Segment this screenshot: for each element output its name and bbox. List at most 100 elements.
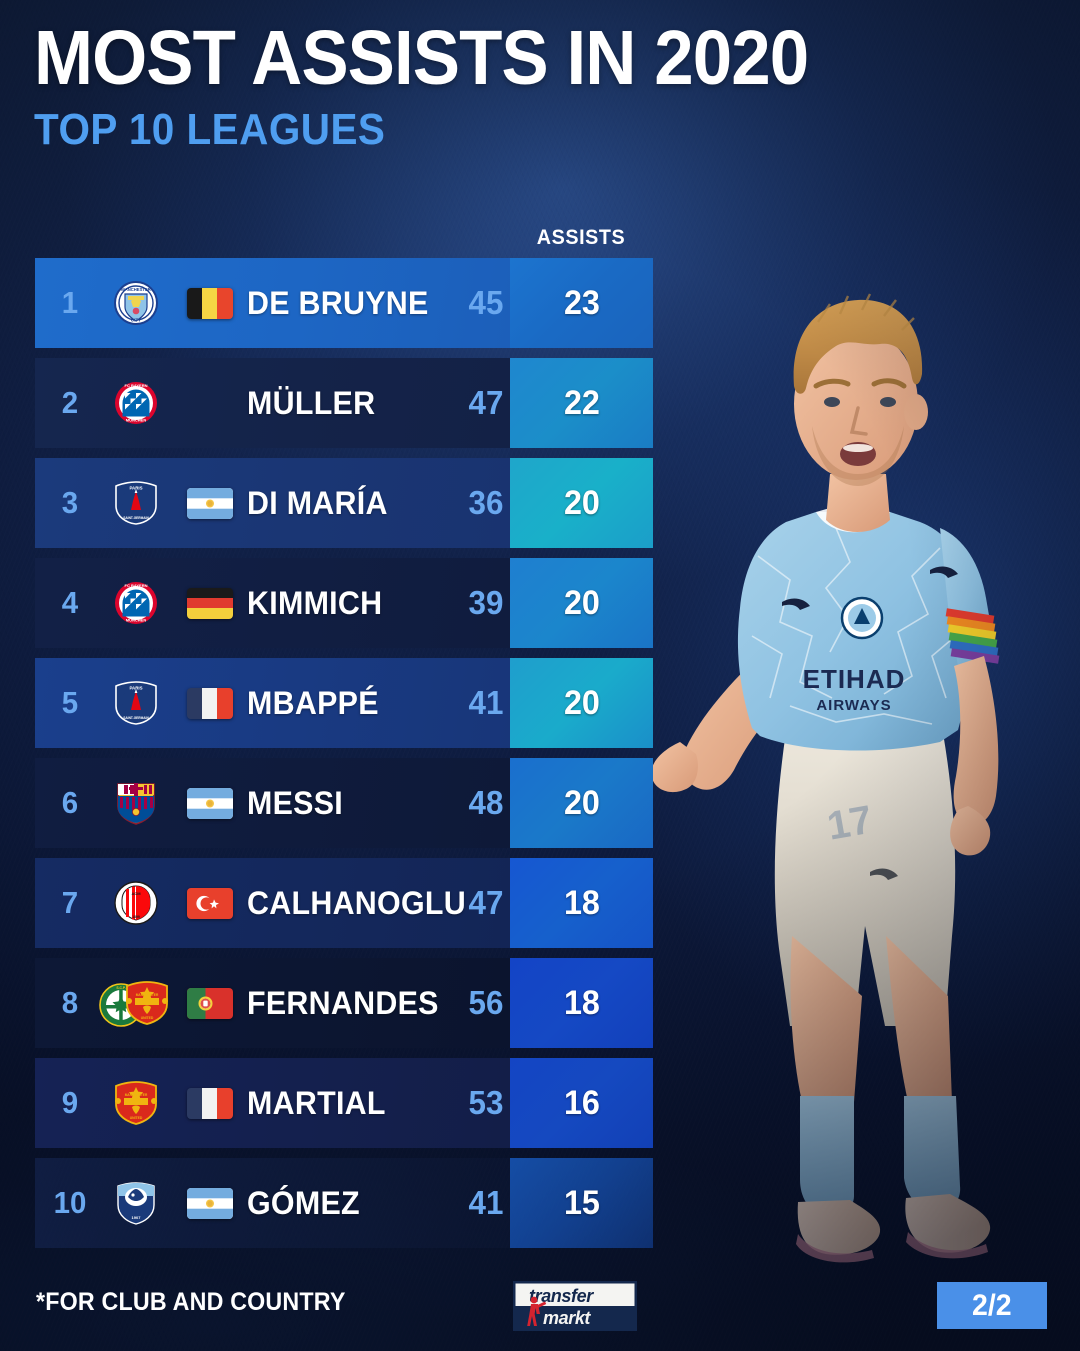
assists-cell: 20: [510, 558, 653, 648]
country-flag-slot: [183, 658, 237, 748]
bayern-munich-crest: FC BAYERN MÜNCHEN: [114, 581, 158, 625]
country-flag-slot: [183, 958, 237, 1048]
row-background: [35, 758, 510, 848]
table-row[interactable]: 2 FC BAYERN MÜNCHEN MÜLLER 47 22: [35, 358, 653, 448]
table-row[interactable]: 8 S.C.P.: [35, 958, 653, 1048]
country-flag-slot: [183, 858, 237, 948]
country-flag-slot: [183, 258, 237, 348]
table-row[interactable]: 1 MANCHESTER CITY DE BRUYNE 45 23: [35, 258, 653, 348]
svg-text:UNITED: UNITED: [141, 1016, 154, 1020]
club-crest-group: MANCHESTER UNITED: [93, 1058, 179, 1148]
header: MOST ASSISTS IN 2020 TOP 10 LEAGUES: [34, 15, 876, 154]
row-background: [35, 558, 510, 648]
belgium-flag: [187, 287, 233, 319]
ranking-table: 1 MANCHESTER CITY DE BRUYNE 45 23 2: [35, 258, 653, 1258]
svg-text:1907: 1907: [132, 1215, 142, 1220]
page-title: MOST ASSISTS IN 2020: [34, 15, 809, 101]
assists-value: 20: [563, 683, 600, 722]
assists-cell: 18: [510, 858, 653, 948]
page-subtitle: TOP 10 LEAGUES: [34, 104, 386, 154]
player-name: MESSI: [247, 784, 344, 821]
games-value: 36: [468, 484, 504, 521]
france-flag: [187, 687, 233, 719]
rank-number: 10: [53, 1185, 87, 1220]
svg-text:MÜNCHEN: MÜNCHEN: [126, 618, 147, 623]
player-name: KIMMICH: [247, 584, 383, 621]
portugal-flag: [187, 987, 233, 1019]
assists-cell: 16: [510, 1058, 653, 1148]
column-header-assists: ASSISTS: [536, 226, 626, 249]
player-name: MARTIAL: [247, 1084, 386, 1121]
page-indicator-label: 2/2: [972, 1288, 1012, 1322]
assists-cell: 23: [510, 258, 653, 348]
rank-number: 8: [61, 985, 79, 1020]
row-background: [35, 358, 510, 448]
svg-text:ACM: ACM: [131, 891, 141, 896]
club-crest-group: PARIS SAINT-GERMAIN: [93, 458, 179, 548]
assists-value: 16: [563, 1083, 600, 1122]
svg-text:PARIS: PARIS: [129, 486, 142, 491]
barcelona-crest: [114, 781, 158, 825]
svg-text:FC BAYERN: FC BAYERN: [125, 383, 148, 388]
row-background: [35, 1158, 510, 1248]
svg-text:S.C.P.: S.C.P.: [116, 986, 126, 990]
svg-text:transfer: transfer: [529, 1286, 594, 1306]
table-row[interactable]: 3 PARIS SAINT-GERMAIN DI MARÍA 36 20: [35, 458, 653, 548]
player-name: GÓMEZ: [247, 1184, 360, 1221]
turkey-flag: [187, 887, 233, 919]
country-flag-slot: [183, 1158, 237, 1248]
manchester-city-crest: MANCHESTER CITY: [114, 281, 158, 325]
assists-value: 20: [563, 483, 600, 522]
games-value: 53: [468, 1084, 504, 1121]
games-value: 41: [468, 684, 504, 721]
assists-value: 15: [563, 1183, 600, 1222]
rank-number: 9: [61, 1085, 79, 1120]
assists-value: 18: [563, 983, 600, 1022]
player-name: MBAPPÉ: [247, 684, 379, 721]
club-crest-group: [93, 758, 179, 848]
club-crest-group: FC BAYERN MÜNCHEN: [93, 358, 179, 448]
rank-number: 5: [61, 685, 79, 720]
games-value: 45: [468, 284, 504, 321]
country-flag-slot: [183, 558, 237, 648]
ac-milan-crest: ACM 1899: [114, 881, 158, 925]
country-flag-slot: [183, 758, 237, 848]
club-crest-group: S.C.P. MANCHESTER UNITED: [93, 958, 179, 1048]
argentina-flag: [187, 787, 233, 819]
assists-value: 20: [563, 583, 600, 622]
club-crest-group: ACM 1899: [93, 858, 179, 948]
table-row[interactable]: 5 PARIS SAINT-GERMAIN MBAPPÉ 41 20: [35, 658, 653, 748]
manchester-united-crest: MANCHESTER UNITED: [125, 981, 169, 1025]
row-background: [35, 858, 510, 948]
rank-number: 2: [61, 385, 79, 420]
table-row[interactable]: 9 MANCHESTER UNITED MARTIAL 53 16: [35, 1058, 653, 1148]
assists-cell: 20: [510, 758, 653, 848]
table-row[interactable]: 7 ACM 1899 CALHANOGLU 47 18: [35, 858, 653, 948]
club-crest-group: 1907: [93, 1158, 179, 1248]
country-flag-slot: [183, 458, 237, 548]
svg-text:markt: markt: [543, 1308, 591, 1328]
games-value: 48: [468, 784, 504, 821]
player-name: CALHANOGLU: [247, 884, 467, 921]
paris-saint-germain-crest: PARIS SAINT-GERMAIN: [114, 481, 158, 525]
table-row[interactable]: 10 1907 GÓMEZ 41 15: [35, 1158, 653, 1248]
table-row[interactable]: 4 FC BAYERN MÜNCHEN KIMMICH 39 20: [35, 558, 653, 648]
assists-cell: 15: [510, 1158, 653, 1248]
svg-text:CITY: CITY: [131, 318, 141, 323]
table-row[interactable]: 6: [35, 758, 653, 848]
svg-text:UNITED: UNITED: [130, 1116, 143, 1120]
assists-value: 20: [563, 783, 600, 822]
assists-cell: 22: [510, 358, 653, 448]
games-value: 47: [468, 384, 504, 421]
player-name: DE BRUYNE: [247, 284, 429, 321]
assists-value: 18: [563, 883, 600, 922]
row-background: [35, 458, 510, 548]
page-indicator-badge: 2/2: [937, 1282, 1047, 1329]
svg-text:MANCHESTER: MANCHESTER: [136, 993, 159, 997]
club-crest-group: PARIS SAINT-GERMAIN: [93, 658, 179, 748]
france-flag: [187, 1087, 233, 1119]
svg-text:1899: 1899: [132, 915, 140, 919]
svg-text:FC BAYERN: FC BAYERN: [125, 583, 148, 588]
svg-text:MANCHESTER: MANCHESTER: [121, 287, 151, 292]
